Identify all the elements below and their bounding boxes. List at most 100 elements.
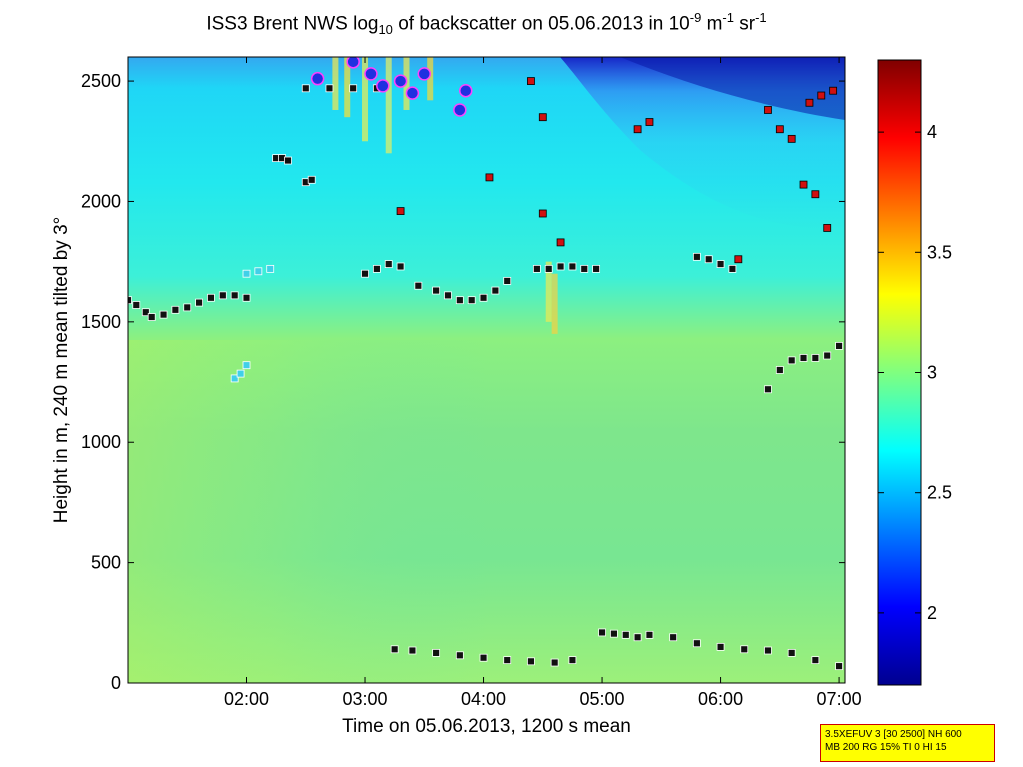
layer-marker: [592, 264, 601, 273]
upper-marker: [734, 255, 743, 264]
plot-frame: [127, 56, 846, 684]
layer-marker: [527, 657, 535, 666]
layer-marker: [372, 264, 381, 273]
upper-marker: [829, 86, 838, 95]
layer-marker: [218, 291, 227, 300]
layer-marker: [390, 645, 399, 654]
upper-marker: [645, 118, 654, 126]
layer-marker: [740, 645, 749, 654]
x-tick-label: 07:00: [817, 689, 862, 709]
layer-marker: [230, 374, 239, 383]
layer-marker: [467, 296, 476, 305]
layer-marker: [408, 646, 417, 655]
plume-streak: [385, 57, 392, 154]
colorbar-tick-label: 2.5: [927, 483, 952, 503]
layer-marker: [544, 264, 553, 273]
x-tick-label: 03:00: [343, 689, 388, 709]
upper-marker: [787, 134, 796, 143]
layer-marker: [236, 369, 245, 378]
cloud-marker: [417, 67, 432, 81]
layer-marker: [568, 656, 577, 665]
layer-marker: [301, 84, 310, 93]
layer-marker: [479, 293, 488, 302]
cloud-marker: [310, 71, 325, 86]
x-tick-label: 06:00: [698, 689, 743, 709]
colorbar-tick-label: 3: [927, 363, 937, 383]
layer-marker: [396, 262, 405, 271]
layer-marker: [171, 305, 180, 314]
layer-marker: [568, 262, 577, 271]
chart-title: ISS3 Brent NWS log10 of backscatter on 0…: [206, 10, 767, 38]
layer-marker: [128, 296, 132, 305]
y-tick-label: 2000: [81, 191, 121, 211]
y-tick-label: 1500: [81, 312, 121, 332]
layer-marker: [610, 629, 618, 638]
layer-marker: [284, 156, 292, 165]
layer-marker: [728, 264, 737, 273]
marker-layer: [128, 57, 843, 671]
layer-marker: [775, 366, 784, 374]
layer-marker: [195, 298, 204, 307]
layer-marker: [550, 658, 559, 667]
layer-marker: [621, 630, 630, 639]
layer-marker: [147, 313, 156, 321]
layer-marker: [503, 277, 512, 285]
info-box: 3.5XEFUV 3 [30 2500] NH 600 MB 200 RG 15…: [820, 724, 995, 762]
y-tick-label: 2500: [81, 71, 121, 91]
layer-marker: [349, 84, 358, 93]
y-axis-label: Height in m, 240 m mean tilted by 3°: [51, 216, 72, 524]
x-tick-label: 02:00: [224, 689, 269, 709]
info-line-2: MB 200 RG 15% TI 0 HI 15: [825, 742, 947, 753]
upper-marker: [764, 106, 772, 114]
layer-marker: [764, 646, 772, 655]
cloud-marker: [393, 74, 408, 88]
layer-marker: [384, 260, 393, 268]
layer-marker: [716, 642, 725, 651]
layer-marker: [704, 255, 713, 264]
cloud-marker: [376, 79, 390, 93]
layer-marker: [254, 267, 263, 276]
layer-marker: [835, 342, 843, 350]
x-tick-label: 05:00: [580, 689, 625, 709]
layer-marker: [764, 385, 772, 394]
layer-marker: [491, 286, 500, 295]
plume-streak: [427, 57, 434, 101]
plume-streak: [344, 57, 351, 118]
layer-marker: [799, 354, 808, 362]
layer-marker: [414, 281, 423, 290]
layer-marker: [207, 293, 215, 302]
colorbar-axis: 2 2.5 3 3.5 4: [878, 122, 952, 623]
layer-marker: [159, 310, 168, 319]
layer-marker: [835, 662, 843, 671]
layer-marker: [811, 656, 820, 665]
layer-marker: [266, 264, 275, 273]
layer-marker: [432, 286, 441, 295]
cloud-marker: [405, 86, 420, 100]
y-tick-label: 500: [91, 553, 121, 573]
layer-marker: [325, 84, 334, 93]
upper-marker: [811, 190, 820, 199]
upper-marker: [805, 98, 814, 107]
x-axis-label: Time on 05.06.2013, 1200 s mean: [342, 716, 631, 737]
layer-marker: [242, 269, 251, 278]
layer-marker: [141, 308, 150, 317]
layer-marker: [242, 361, 251, 370]
colorbar-tick-label: 2: [927, 603, 937, 623]
upper-marker: [527, 77, 535, 85]
layer-marker: [692, 252, 701, 261]
plume-streak: [362, 57, 369, 142]
y-tick-label: 1000: [81, 432, 121, 452]
layer-marker: [787, 356, 796, 365]
y-axis: 0 500 1000 1500 2000 2500: [81, 71, 845, 693]
layer-marker: [787, 649, 796, 657]
plume-streak: [332, 57, 339, 110]
upper-marker: [823, 224, 832, 232]
plume-streak: [551, 273, 558, 334]
cloud-marker: [346, 57, 360, 69]
upper-marker: [817, 91, 826, 100]
upper-marker: [799, 180, 808, 189]
layer-marker: [307, 175, 316, 184]
layer-marker: [556, 262, 565, 271]
layer-marker: [479, 653, 488, 662]
